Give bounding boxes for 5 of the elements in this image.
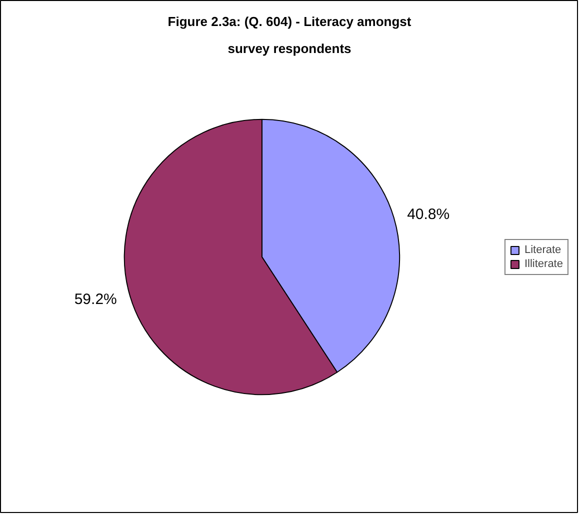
data-label: 40.8% (407, 206, 450, 224)
legend-label: Literate (524, 244, 562, 256)
chart-title: Figure 2.3a: (Q. 604) - Literacy amongst survey respondents (168, 14, 412, 56)
data-label: 59.2% (74, 290, 117, 308)
legend-label: Illiterate (524, 258, 563, 270)
